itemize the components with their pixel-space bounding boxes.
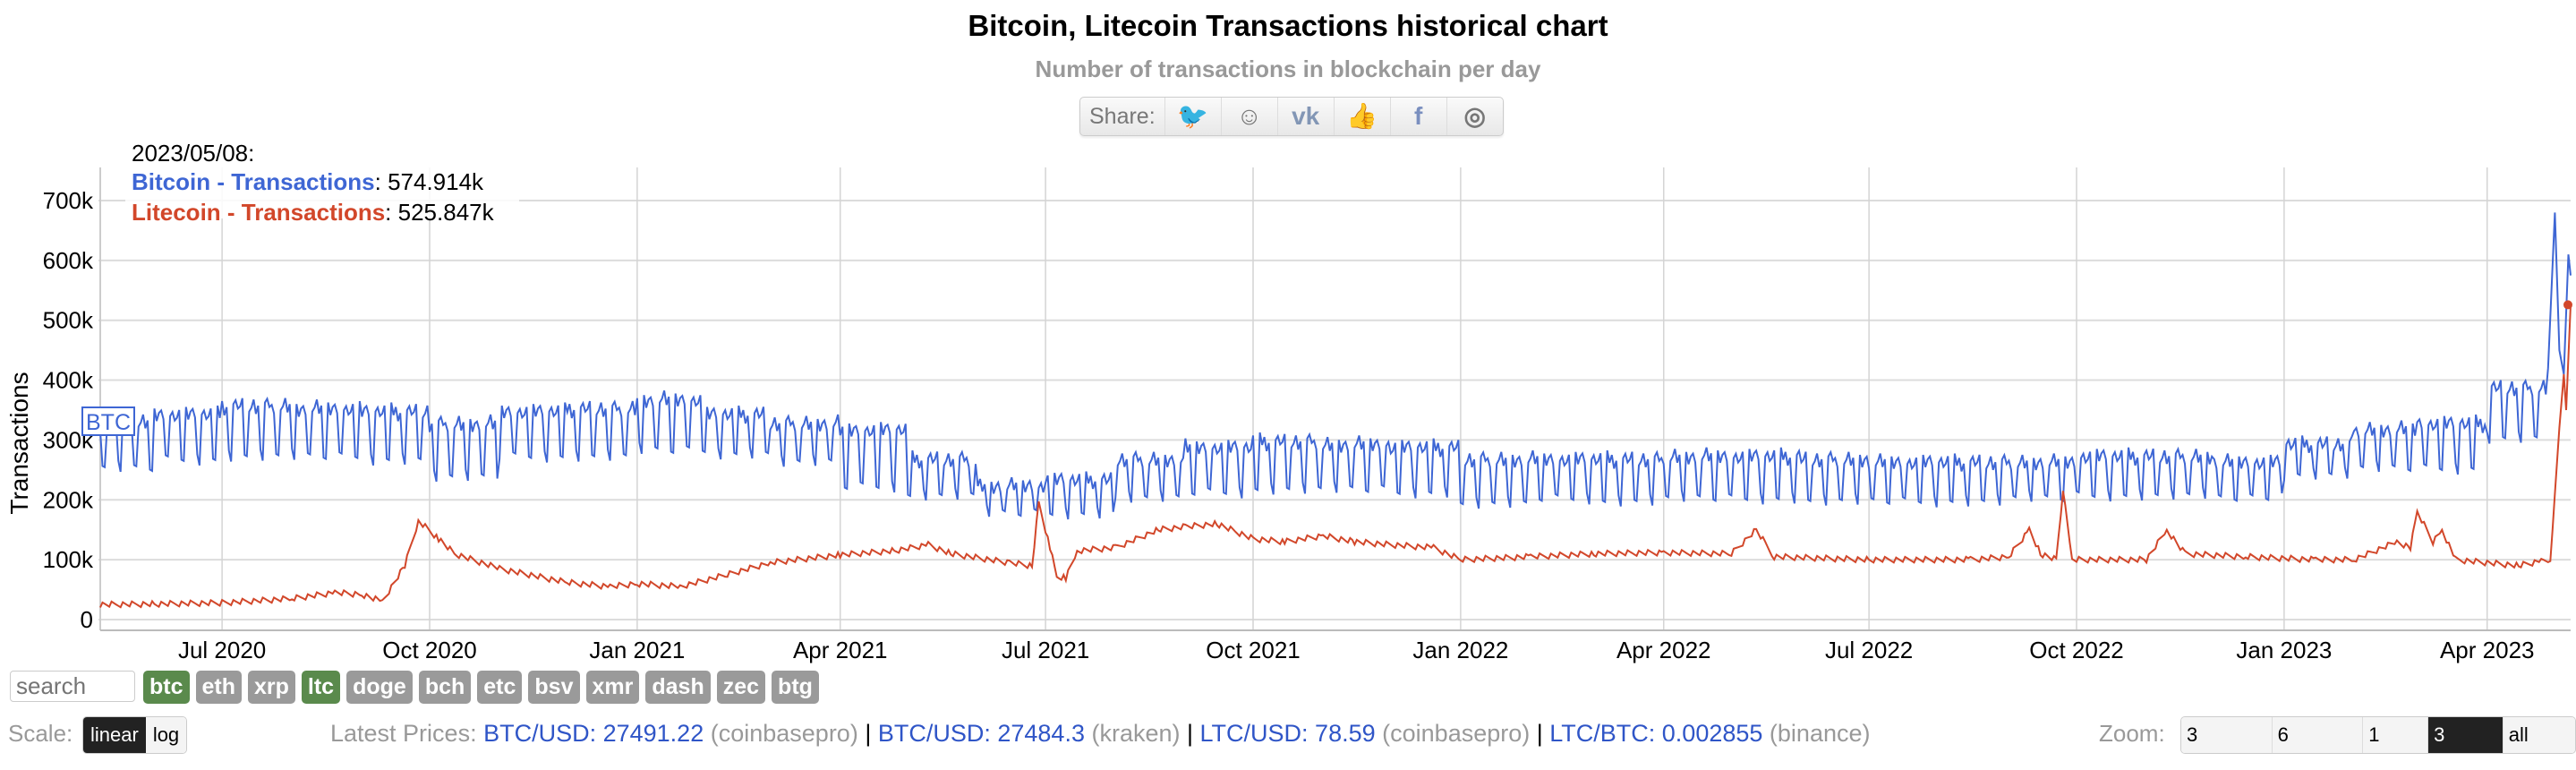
share-label: Share: <box>1080 98 1165 135</box>
price-pair-link[interactable]: LTC/BTC: 0.002855 <box>1549 720 1763 747</box>
tooltip-btc-label: Bitcoin - Transactions <box>132 168 375 195</box>
coin-button-etc[interactable]: etc <box>477 671 523 704</box>
twitter-icon: 🐦 <box>1177 102 1209 130</box>
coin-button-eth[interactable]: eth <box>195 671 242 704</box>
zoom-3-months-button[interactable]: 3 months <box>2181 717 2273 753</box>
zoom-label: Zoom: <box>2099 720 2165 747</box>
coin-button-xrp[interactable]: xrp <box>248 671 295 704</box>
y-tick-label: 400k <box>43 367 94 394</box>
x-tick-label: Jan 2023 <box>2236 637 2332 663</box>
reddit-share-button[interactable]: ☺ <box>1222 98 1278 135</box>
price-separator: | <box>857 720 878 747</box>
x-tick-label: Oct 2022 <box>2029 637 2124 663</box>
latest-prices: Latest Prices: BTC/USD: 27491.22 (coinba… <box>330 720 1870 748</box>
like-share-button[interactable]: 👍 <box>1335 98 1391 135</box>
zoom-1-year-button[interactable]: 1 year <box>2363 717 2429 753</box>
zoom-6-months-button[interactable]: 6 months <box>2272 717 2364 753</box>
zoom-buttons: 3 months6 months1 year3 yearsall time <box>2180 716 2576 754</box>
coin-button-dash[interactable]: dash <box>645 671 711 704</box>
coin-button-ltc[interactable]: ltc <box>301 671 341 704</box>
like-icon: 👍 <box>1346 102 1378 130</box>
page-title: Bitcoin, Litecoin Transactions historica… <box>968 9 1608 42</box>
tooltip-ltc-value: 525.847k <box>398 199 495 226</box>
y-axis-title: Transactions <box>5 372 33 514</box>
facebook-icon: f <box>1414 102 1423 130</box>
scale-log-button[interactable]: log <box>145 717 187 753</box>
x-tick-label: Oct 2021 <box>1206 637 1301 663</box>
x-tick-label: Jul 2022 <box>1825 637 1913 663</box>
scale-toggle: linear log <box>82 716 188 754</box>
reddit-icon: ☺ <box>1236 102 1262 130</box>
tooltip-date: 2023/05/08: <box>132 140 254 167</box>
coin-button-btg[interactable]: btg <box>772 671 819 704</box>
share-bar: Share: 🐦 ☺ vk 👍 f ◎ <box>1079 97 1504 136</box>
x-tick-label: Jul 2021 <box>1002 637 1089 663</box>
coin-button-doge[interactable]: doge <box>346 671 413 704</box>
btc-series-line <box>99 212 2572 520</box>
y-tick-label: 100k <box>43 546 94 573</box>
y-tick-label: 500k <box>43 307 94 334</box>
weibo-icon: ◎ <box>1463 102 1486 130</box>
btc-flag <box>81 406 135 436</box>
vk-share-button[interactable]: vk <box>1278 98 1335 135</box>
ltc-hover-point <box>2563 300 2572 310</box>
y-tick-label: 0 <box>81 606 93 633</box>
tooltip-btc-value: 574.914k <box>388 168 484 195</box>
twitter-share-button[interactable]: 🐦 <box>1165 98 1222 135</box>
coin-button-bch[interactable]: bch <box>418 671 472 704</box>
coin-button-zec[interactable]: zec <box>716 671 766 704</box>
price-pair-link[interactable]: BTC/USD: 27491.22 <box>483 720 704 747</box>
price-pair-link[interactable]: BTC/USD: 27484.3 <box>877 720 1085 747</box>
x-tick-label: Jan 2022 <box>1412 637 1508 663</box>
tooltip-background <box>125 133 519 218</box>
page-subtitle: Number of transactions in blockchain per… <box>1035 56 1541 82</box>
y-tick-label: 200k <box>43 486 94 513</box>
latest-prices-label: Latest Prices: <box>330 720 477 747</box>
coin-button-bsv[interactable]: bsv <box>528 671 580 704</box>
x-tick-label: Apr 2021 <box>793 637 888 663</box>
scale-linear-button[interactable]: linear <box>83 717 146 753</box>
x-tick-label: Jan 2021 <box>589 637 685 663</box>
y-tick-label: 600k <box>43 247 94 274</box>
price-source: (kraken) <box>1091 720 1181 747</box>
vk-icon: vk <box>1292 102 1320 130</box>
x-tick-label: Jul 2020 <box>178 637 266 663</box>
zoom-all-time-button[interactable]: all time <box>2503 717 2575 753</box>
tooltip-colon: : <box>375 168 388 195</box>
price-source: (coinbasepro) <box>1382 720 1531 747</box>
price-separator: | <box>1180 720 1200 747</box>
price-source: (coinbasepro) <box>710 720 858 747</box>
x-tick-label: Oct 2020 <box>382 637 477 663</box>
x-tick-label: Apr 2023 <box>2440 637 2535 663</box>
price-pair-link[interactable]: LTC/USD: 78.59 <box>1199 720 1376 747</box>
facebook-share-button[interactable]: f <box>1391 98 1447 135</box>
x-tick-label: Apr 2022 <box>1616 637 1711 663</box>
coin-button-xmr[interactable]: xmr <box>585 671 640 704</box>
coin-button-btc[interactable]: btc <box>143 671 190 704</box>
tooltip-colon: : <box>385 199 397 226</box>
price-separator: | <box>1530 720 1550 747</box>
btc-flag-label: BTC <box>86 410 131 435</box>
tooltip-ltc-label: Litecoin - Transactions <box>132 199 385 226</box>
weibo-share-button[interactable]: ◎ <box>1447 98 1503 135</box>
y-tick-label: 700k <box>43 187 94 214</box>
scale-label: Scale: <box>8 720 73 747</box>
zoom-3-years-button[interactable]: 3 years <box>2428 717 2503 753</box>
ltc-series-line <box>99 304 2572 609</box>
search-input[interactable] <box>10 671 135 702</box>
tooltip-btc: Bitcoin - Transactions: 574.914k <box>132 168 484 195</box>
tooltip-ltc: Litecoin - Transactions: 525.847k <box>132 199 495 226</box>
coin-selector: btc eth xrp ltc doge bch etc bsv xmr dash zec btg <box>143 671 819 704</box>
price-source: (binance) <box>1769 720 1871 747</box>
